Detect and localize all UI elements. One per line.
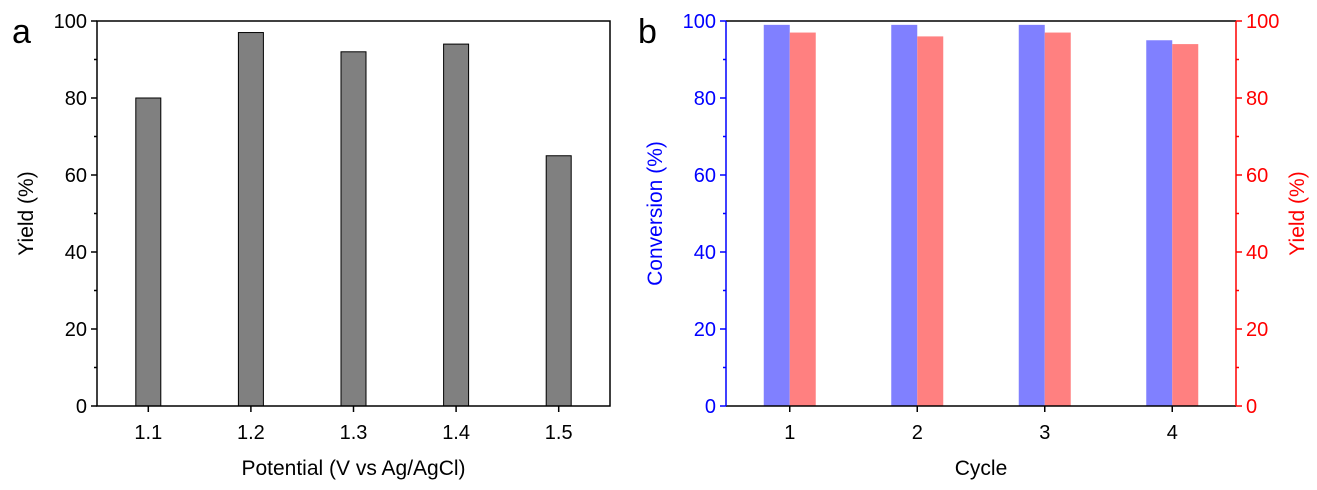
y-tick-label-a: 60 [65,165,87,187]
bar-b-conversion-1 [763,24,790,406]
y-tick-label-a: 20 [65,319,87,341]
y-axis-label-b-right: Yield (%) [1286,171,1309,255]
bar-b-conversion-4 [1146,40,1173,406]
y-tick-label-b-left: 80 [694,88,716,110]
y-tick-label-a: 0 [76,396,87,418]
panel-label-a: a [12,13,31,51]
y-axis-label-a: Yield (%) [15,171,38,255]
y-tick-label-b-right: 80 [1246,88,1268,110]
x-tick-label-b: 4 [1167,422,1178,444]
panel-a: 0 20 40 60 80 100 1.1 1.2 1.3 1.4 1.5 Potential (V … [12,11,611,480]
bar-a-1.5 [545,155,572,407]
y-tick-label-a: 40 [65,242,87,264]
y-tick-label-b-left: 60 [694,165,716,187]
panel-label-b: b [638,13,657,51]
y-tick-label-b-left: 100 [683,11,716,33]
bar-b-yield-2 [917,36,944,407]
x-tick-label-a: 1.2 [237,422,265,444]
y-tick-label-b-right: 0 [1246,396,1257,418]
y-tick-label-a: 80 [65,88,87,110]
y-tick-label-b-left: 0 [705,396,716,418]
bar-b-conversion-2 [891,24,918,406]
bar-a-1.4 [443,43,470,407]
panel-b: 0 0 20 20 40 40 60 60 80 80 100 100 1 2 3 4 Cycle Convers… [638,11,1309,480]
bar-b-conversion-3 [1018,24,1045,406]
y-tick-label-b-left: 40 [694,242,716,264]
x-tick-label-b: 3 [1039,422,1050,444]
x-axis-label-a: Potential (V vs Ag/AgCl) [241,457,465,480]
x-tick-label-b: 1 [784,422,795,444]
bar-a-1.3 [340,51,367,407]
y-tick-label-a: 100 [54,11,87,33]
x-tick-label-a: 1.4 [442,422,470,444]
y-tick-label-b-right: 60 [1246,165,1268,187]
y-tick-label-b-right: 100 [1246,11,1279,33]
x-tick-label-b: 2 [912,422,923,444]
y-tick-label-b-right: 40 [1246,242,1268,264]
y-tick-label-b-left: 20 [694,319,716,341]
y-axis-label-b-left: Conversion (%) [644,141,667,286]
x-tick-label-a: 1.3 [340,422,368,444]
bar-b-yield-4 [1172,44,1199,406]
x-tick-label-a: 1.1 [134,422,162,444]
bar-b-yield-3 [1044,32,1071,407]
bar-b-yield-1 [789,32,816,407]
bar-a-1.1 [135,97,162,407]
bar-a-1.2 [237,32,264,407]
y-tick-label-b-right: 20 [1246,319,1268,341]
x-axis-label-b: Cycle [955,457,1008,480]
x-tick-label-a: 1.5 [545,422,573,444]
